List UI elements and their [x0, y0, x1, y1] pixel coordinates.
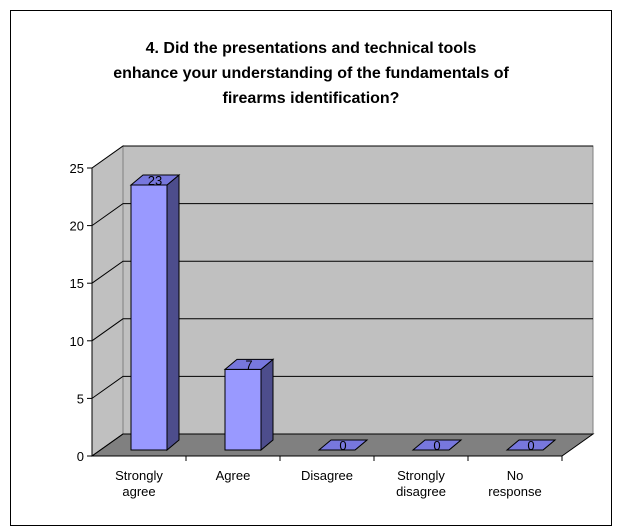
grid-line	[91, 203, 593, 227]
x-tick-label: Disagree	[300, 468, 354, 483]
bar-top	[129, 174, 181, 186]
value-label: 0	[433, 438, 440, 453]
x-tick-label: Strongly disagree	[396, 468, 446, 499]
x-tick-label: Agree	[215, 468, 251, 483]
grid-line	[91, 260, 593, 284]
bar-top	[411, 439, 463, 451]
bar-side	[260, 358, 274, 452]
y-tick-label: 25	[70, 161, 84, 176]
bar	[223, 358, 275, 452]
grid-line	[91, 433, 593, 457]
back-wall	[122, 145, 594, 435]
bar-front	[130, 184, 168, 451]
x-tick-label: Strongly agree	[115, 468, 163, 499]
side-wall	[91, 145, 124, 457]
chart-title: 4. Did the presentations and technical t…	[113, 40, 509, 107]
y-tick-label: 15	[70, 276, 84, 291]
bar	[129, 173, 181, 452]
grid-line	[91, 145, 593, 169]
value-label: 7	[245, 357, 252, 372]
value-label: 0	[527, 438, 534, 453]
y-tick-label: 5	[77, 391, 84, 406]
y-tick-label: 10	[70, 334, 84, 349]
x-tick-label: No response	[488, 468, 542, 499]
value-label: 0	[339, 438, 346, 453]
bar-top	[317, 439, 369, 451]
bar-front	[224, 368, 262, 451]
bar-top	[223, 358, 275, 370]
grid-line	[91, 318, 593, 342]
grid-line	[91, 375, 593, 399]
bar	[317, 439, 369, 451]
value-label: 23	[148, 173, 162, 188]
y-tick-label: 0	[77, 449, 84, 464]
bar-side	[166, 173, 180, 452]
bar-top	[505, 439, 557, 451]
y-tick-label: 20	[70, 219, 84, 234]
bar	[411, 439, 463, 451]
bar	[505, 439, 557, 451]
